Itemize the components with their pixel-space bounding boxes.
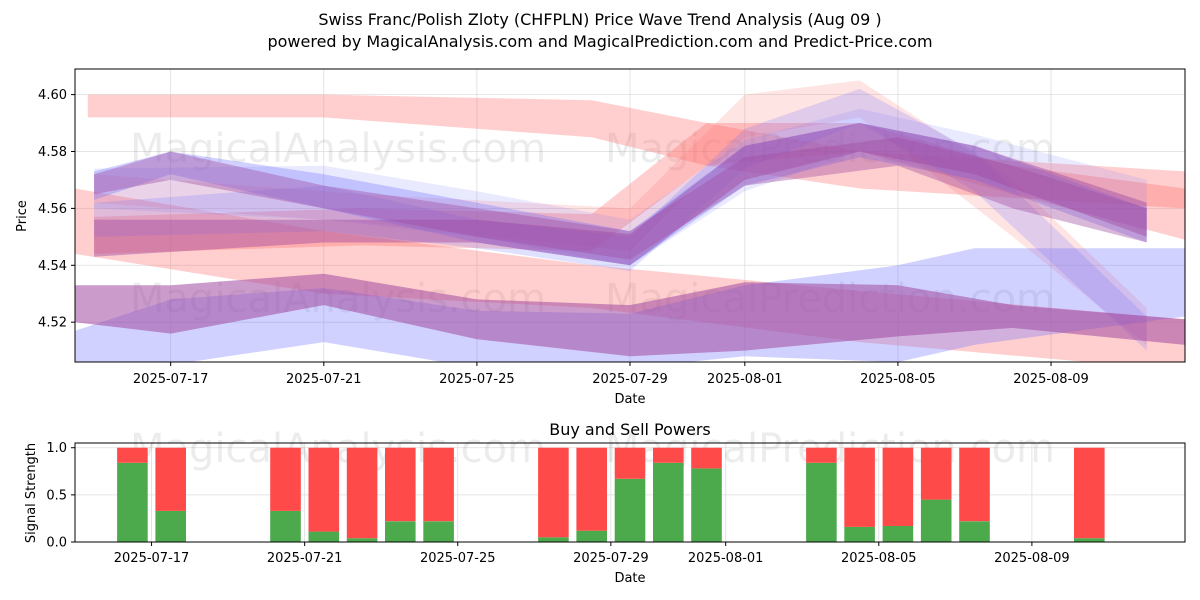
- sell-bar: [538, 447, 569, 538]
- wave-band-blue-6: [94, 88, 1147, 351]
- price-x-tick-label: 2025-07-25: [439, 372, 515, 387]
- price-x-tick-label: 2025-07-17: [133, 372, 209, 387]
- signal-y-axis-label: Signal Strength: [24, 443, 39, 543]
- sell-bar: [1074, 447, 1105, 539]
- signal-x-axis-label: Date: [614, 571, 645, 586]
- wave-band-red-3: [94, 80, 1147, 345]
- sell-bar: [920, 447, 952, 500]
- sell-bar: [270, 447, 301, 511]
- price-x-tick-label: 2025-08-01: [707, 372, 783, 387]
- wave-band-purple-8: [75, 273, 1185, 357]
- signal-x-ticks: 2025-07-17 2025-07-21 2025-07-25 2025-07-29…: [114, 542, 1070, 566]
- watermark-prediction-top: MagicalPrediction.com: [605, 126, 1055, 172]
- price-x-tick-label: 2025-07-29: [592, 372, 668, 387]
- wave-band-red-2: [94, 123, 1185, 254]
- buy-bar: [614, 478, 646, 542]
- signal-chart-title: Buy and Sell Powers: [549, 420, 711, 439]
- buy-bar: [806, 462, 837, 542]
- buy-bar: [155, 510, 186, 542]
- signal-x-tick-label: 2025-07-29: [573, 551, 649, 566]
- buy-bar: [844, 526, 875, 542]
- wave-band-purple-9: [94, 123, 1147, 266]
- buy-bar: [270, 510, 301, 542]
- buy-bar: [1074, 538, 1105, 542]
- sell-bar: [806, 447, 837, 463]
- sell-bar: [117, 447, 148, 463]
- sell-bar: [346, 447, 378, 539]
- buy-bar: [538, 537, 569, 542]
- wave-band-blue-7: [94, 108, 1147, 266]
- price-y-tick-label: 4.60: [38, 88, 67, 103]
- sell-bar: [959, 447, 990, 522]
- sell-bar: [308, 447, 340, 532]
- sell-bar: [423, 447, 454, 522]
- signal-bars: [117, 447, 1105, 542]
- buy-bar: [920, 499, 952, 542]
- watermark-analysis-top: MagicalAnalysis.com: [130, 126, 546, 172]
- wave-band-red-0: [87, 94, 1185, 209]
- signal-x-tick-label: 2025-08-09: [994, 551, 1070, 566]
- signal-x-tick-label: 2025-08-01: [688, 551, 764, 566]
- buy-bar: [691, 468, 722, 542]
- price-y-ticks: 4.52 4.54 4.56 4.58 4.60: [38, 88, 75, 331]
- signal-y-ticks: 0.0 0.5 1.0: [46, 441, 75, 551]
- price-x-ticks: 2025-07-17 2025-07-21 2025-07-25 2025-07-29…: [133, 362, 1089, 387]
- buy-bar: [882, 526, 914, 542]
- sell-bar: [385, 447, 416, 522]
- signal-x-tick-label: 2025-07-25: [420, 551, 496, 566]
- buy-bar: [576, 530, 607, 542]
- buy-bar: [423, 521, 454, 542]
- price-wave-bands: [75, 80, 1185, 362]
- price-y-tick-label: 4.58: [38, 145, 67, 160]
- buy-bar: [308, 531, 340, 542]
- price-x-tick-label: 2025-08-09: [1013, 372, 1089, 387]
- signal-plot-frame: [74, 442, 1186, 543]
- chart-title: Swiss Franc/Polish Zloty (CHFPLN) Price …: [318, 10, 881, 29]
- signal-x-tick-label: 2025-07-21: [267, 551, 343, 566]
- signal-panel: Buy and Sell Powers MagicalAnalysis.com …: [24, 420, 1186, 586]
- price-x-tick-label: 2025-07-21: [286, 372, 362, 387]
- chart-subtitle: powered by MagicalAnalysis.com and Magic…: [267, 32, 932, 51]
- buy-bar: [653, 462, 684, 542]
- price-x-tick-label: 2025-08-05: [860, 372, 936, 387]
- sell-bar: [576, 447, 607, 531]
- signal-x-tick-label: 2025-08-05: [841, 551, 917, 566]
- buy-bar: [959, 521, 990, 542]
- sell-bar: [882, 447, 914, 526]
- price-y-tick-label: 4.52: [38, 316, 67, 331]
- signal-y-tick-label: 1.0: [46, 441, 67, 456]
- wave-band-blue-5: [94, 123, 1147, 266]
- price-y-tick-label: 4.56: [38, 202, 67, 217]
- price-x-axis-label: Date: [614, 392, 645, 407]
- sell-bar: [844, 447, 875, 527]
- price-y-tick-label: 4.54: [38, 259, 67, 274]
- sell-bar: [691, 447, 722, 469]
- sell-bar: [653, 447, 684, 463]
- signal-x-tick-label: 2025-07-17: [114, 551, 190, 566]
- price-y-axis-label: Price: [15, 200, 30, 232]
- buy-bar: [385, 521, 416, 542]
- price-panel: MagicalAnalysis.com MagicalPrediction.co…: [15, 68, 1186, 407]
- buy-bar: [117, 462, 148, 542]
- sell-bar: [614, 447, 646, 479]
- wave-band-purple-10: [94, 137, 1147, 260]
- signal-y-tick-label: 0.5: [46, 488, 67, 503]
- sell-bar: [155, 447, 186, 511]
- buy-bar: [346, 538, 378, 542]
- signal-y-tick-label: 0.0: [46, 536, 67, 551]
